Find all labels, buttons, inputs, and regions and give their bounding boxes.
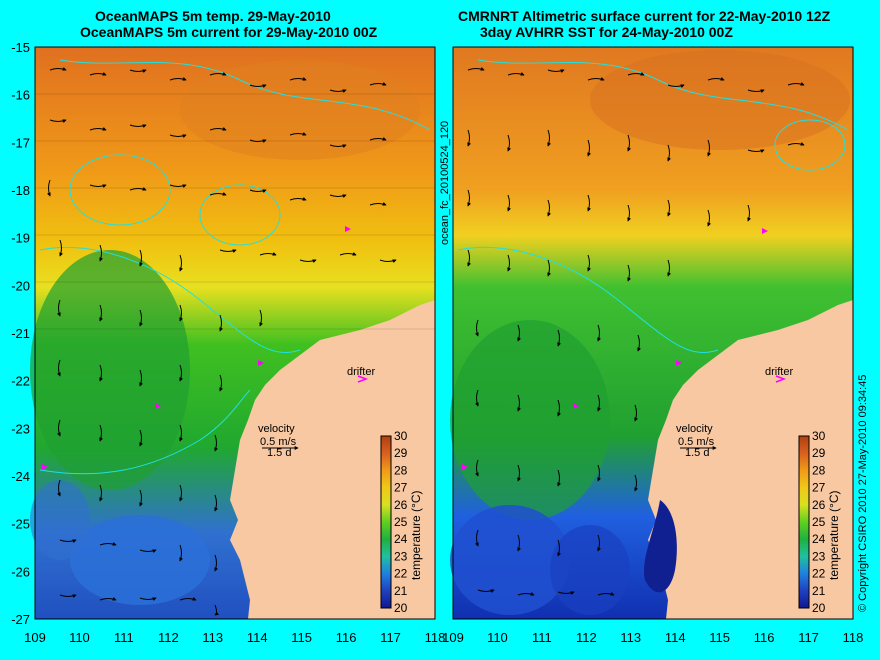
temperature-contours-left	[39, 59, 431, 475]
colorbar-tick-label: 26	[394, 498, 408, 512]
drifter-legend-label-right: drifter	[765, 366, 793, 378]
latitude-tick-labels: -15 -16 -17 -18 -19 -20 -21 -22 -23 -24 -25 -26 -27	[11, 40, 30, 627]
drifter-legend-label-left: drifter	[347, 366, 375, 378]
lon-tick-label-right: 118	[843, 630, 864, 645]
lat-tick-label: -15	[11, 40, 30, 55]
lon-tick-label-left: 111	[114, 630, 134, 645]
drifter-legend-icon-right	[775, 375, 787, 383]
lat-tick-label: -26	[11, 564, 30, 579]
colorbar-tick-label: 30	[812, 429, 826, 443]
left-map-panel: drifter velocity 0.5 m/s 1.5 d 30 29 28 27 2…	[30, 46, 436, 620]
colorbar-left	[380, 435, 392, 609]
colorbar-title-left: temperature (°C)	[409, 491, 423, 581]
copyright-timestamp-label: © Copyright CSIRO 2010 27-May-2010 09:34…	[857, 375, 869, 612]
right-map-panel: drifter velocity 0.5 m/s 1.5 d 30 29 28 27 2…	[450, 46, 854, 620]
colorbar-tick-label: 24	[394, 532, 408, 546]
lat-tick-label: -18	[11, 183, 30, 198]
lon-tick-label-right: 112	[576, 630, 597, 645]
drifter-legend-icon-left	[357, 375, 369, 383]
lat-tick-label: -17	[11, 135, 30, 150]
lon-tick-label-left: 117	[380, 630, 401, 645]
lon-tick-label-left: 109	[24, 630, 46, 645]
lon-tick-label-right: 110	[487, 630, 508, 645]
colorbar-right	[798, 435, 810, 609]
colorbar-ticks-left: 30 29 28 27 26 25 24 23 22 21 20	[394, 429, 408, 615]
lat-tick-label: -16	[11, 88, 30, 103]
colorbar-tick-label: 21	[812, 584, 826, 598]
lon-tick-label-right: 117	[798, 630, 819, 645]
current-vectors-left	[46, 66, 397, 616]
colorbar-tick-label: 27	[394, 481, 408, 495]
colorbar-tick-label: 24	[812, 532, 826, 546]
lon-tick-label-right: 116	[754, 630, 775, 645]
colorbar-tick-label: 22	[394, 567, 408, 581]
velocity-legend-scale-right: 0.5 m/s	[678, 436, 715, 448]
lon-tick-label-right: 114	[665, 630, 686, 645]
colorbar-tick-label: 29	[812, 446, 826, 460]
colorbar-ticks-right: 30 29 28 27 26 25 24 23 22 21 20	[812, 429, 826, 615]
lat-tick-label: -24	[11, 469, 30, 484]
lat-tick-label: -19	[11, 231, 30, 246]
longitude-tick-labels-left: 109 110 111 112 113 114 115 116 117 118	[24, 630, 445, 645]
right-title-line2: 3day AVHRR SST for 24-May-2010 00Z	[480, 24, 733, 40]
lon-tick-label-right: 109	[442, 630, 464, 645]
lon-tick-label-left: 110	[69, 630, 90, 645]
drifter-markers-left	[42, 226, 351, 470]
lat-tick-label: -25	[11, 517, 30, 532]
colorbar-tick-label: 23	[812, 549, 826, 563]
current-vectors-right	[467, 66, 805, 596]
velocity-legend-days-right: 1.5 d	[685, 447, 709, 459]
velocity-legend-days-left: 1.5 d	[267, 447, 291, 459]
lon-tick-label-right: 111	[532, 630, 552, 645]
velocity-legend-scale-left: 0.5 m/s	[260, 436, 297, 448]
temperature-contours-right	[457, 59, 849, 354]
colorbar-title-right: temperature (°C)	[827, 491, 841, 581]
colorbar-tick-label: 21	[394, 584, 408, 598]
colorbar-tick-label: 27	[812, 481, 826, 495]
colorbar-tick-label: 30	[394, 429, 408, 443]
colorbar-tick-label: 28	[394, 463, 408, 477]
right-title-line1: CMRNRT Altimetric surface current for 22…	[458, 8, 831, 24]
velocity-legend-label-left: velocity	[258, 423, 295, 435]
lon-tick-label-left: 113	[202, 630, 223, 645]
colorbar-tick-label: 20	[812, 601, 826, 615]
colorbar-tick-label: 25	[812, 515, 826, 529]
drifter-markers-right	[462, 228, 768, 470]
lon-tick-label-left: 118	[425, 630, 446, 645]
lat-tick-label: -23	[11, 421, 30, 436]
lon-tick-label-left: 115	[291, 630, 312, 645]
lon-tick-label-left: 114	[247, 630, 268, 645]
colorbar-tick-label: 29	[394, 446, 408, 460]
lat-tick-label: -27	[11, 612, 30, 627]
colorbar-tick-label: 20	[394, 601, 408, 615]
longitude-tick-labels-right: 109 110 111 112 113 114 115 116 117 118	[442, 630, 863, 645]
lon-tick-label-right: 113	[620, 630, 641, 645]
colorbar-tick-label: 26	[812, 498, 826, 512]
lat-tick-label: -20	[11, 278, 30, 293]
lon-tick-label-left: 112	[158, 630, 179, 645]
colorbar-tick-label: 23	[394, 549, 408, 563]
lon-tick-label-right: 115	[709, 630, 730, 645]
velocity-legend-label-right: velocity	[676, 423, 713, 435]
left-title-line1: OceanMAPS 5m temp. 29-May-2010	[95, 8, 331, 24]
forecast-id-label: ocean_fc_20100524_120	[439, 121, 451, 245]
lat-tick-label: -21	[11, 326, 30, 341]
lon-tick-label-left: 116	[336, 630, 357, 645]
colorbar-tick-label: 22	[812, 567, 826, 581]
colorbar-tick-label: 28	[812, 463, 826, 477]
left-title-line2: OceanMAPS 5m current for 29-May-2010 00Z	[80, 24, 378, 40]
colorbar-tick-label: 25	[394, 515, 408, 529]
shark-bay-right	[643, 500, 677, 593]
lat-tick-label: -22	[11, 374, 30, 389]
